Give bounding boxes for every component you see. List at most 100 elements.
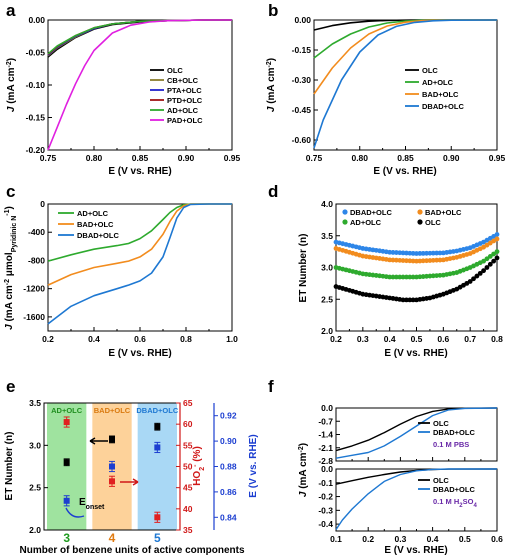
data-point: [410, 274, 416, 280]
y-axis-label: J (mA cm-2): [6, 58, 18, 112]
data-point: [491, 258, 497, 264]
x-tick-label: 0.6: [134, 334, 146, 344]
panel-label: a: [6, 1, 16, 20]
data-point: [404, 274, 409, 280]
data-point: [481, 258, 486, 264]
legend-entry: PAD+OLC: [167, 116, 203, 125]
x-axis-label: E (V vs. RHE): [108, 348, 171, 359]
y-axis-label-sub: Pyridinic N: [11, 216, 18, 253]
data-point: [63, 459, 70, 466]
data-point: [430, 250, 436, 256]
data-point: [484, 265, 490, 270]
x-tick-label: 0.5: [459, 534, 471, 544]
y-axis-label: J (mA cm-2): [298, 443, 310, 497]
data-point: [397, 274, 403, 280]
y2-tick-label: 45: [183, 483, 193, 493]
y-axis-label-mol: μmol: [4, 252, 15, 279]
panel-label: d: [268, 182, 278, 201]
x-tick-label: 0.90: [443, 153, 460, 163]
y-tick-label: -0.15: [26, 113, 46, 123]
data-point: [437, 250, 443, 256]
data-point: [471, 276, 476, 282]
legend-entry: DBAD+OLC: [433, 485, 475, 494]
legend-entry: PTA+OLC: [167, 86, 202, 95]
x-axis-label: Number of benzene units of active compon…: [19, 545, 244, 556]
category-band: [137, 403, 177, 530]
category-label: 4: [109, 531, 116, 545]
legend-marker: [342, 209, 348, 215]
x-tick-label: 0.75: [306, 153, 323, 163]
data-point: [154, 423, 161, 430]
x-tick-label: 0.4: [427, 534, 439, 544]
y-tick-label: 0.00: [294, 15, 311, 25]
x-tick-label: 0.1: [330, 534, 342, 544]
annotation-eonset: Eonset: [79, 497, 105, 511]
y-axis-label-j: J: [298, 491, 309, 497]
x-tick-label: 0.8: [491, 334, 503, 344]
x-axis-label: E (V vs. RHE): [373, 166, 436, 177]
y3-tick-label: 0.90: [220, 436, 237, 446]
series-line-ad-olc: [313, 19, 497, 59]
x-tick-label: 0.6: [491, 534, 503, 544]
data-point: [481, 268, 486, 274]
data-point: [487, 253, 493, 259]
x-tick-label: 0.4: [88, 334, 100, 344]
y-tick-label: 2.5: [321, 294, 333, 304]
y-tick-label: -800: [28, 255, 45, 265]
arrow-to-e-axis: [65, 507, 85, 518]
data-point: [390, 274, 396, 280]
y-tick-label: -0.30: [292, 75, 312, 85]
y-tick-label: 3.0: [321, 263, 333, 273]
y-axis-label-close: ): [4, 206, 15, 209]
y-axis-label: ET Number (n): [298, 234, 309, 303]
category-label: 3: [63, 531, 70, 545]
legend-entry: OLC: [433, 419, 449, 428]
x-tick-label: 0.2: [42, 334, 54, 344]
y-tick-label: -0.3: [318, 505, 333, 515]
y-axis-label-j: J: [4, 324, 15, 330]
legend-entry: BAD+OLC: [425, 208, 462, 217]
data-point: [393, 274, 399, 280]
legend-entry: AD+OLC: [422, 78, 454, 87]
y2-tick-label: 50: [183, 462, 193, 472]
x-tick-label: 0.6: [437, 334, 449, 344]
x-tick-label: 0.95: [224, 153, 241, 163]
y-tick-label: -0.4: [318, 519, 333, 529]
panel-d: d 0.2 0.3 0.4 0.5 0.6 0.7 0.8 2.0 2.5 3.0 3.5 4.0 DBA…: [268, 182, 503, 359]
panel-c: c 0.2 0.4 0.6 0.8 1.0 -1600 -1200 -800 -400 0 AD+OL…: [4, 182, 239, 359]
y-tick-label: 4.0: [321, 199, 333, 209]
data-point: [109, 436, 115, 443]
data-point: [494, 249, 500, 255]
legend-entry: AD+OLC: [350, 218, 382, 227]
legend-entry: OLC: [433, 476, 449, 485]
y-tick-label: -0.1: [318, 478, 333, 488]
y-axis-label-sup: -2: [266, 61, 273, 67]
y-tick-label: -0.15: [292, 45, 312, 55]
y2-label-pct: (%): [192, 446, 203, 464]
x-tick-label: 0.2: [362, 534, 374, 544]
x-tick-label: 0.95: [489, 153, 506, 163]
condition-sub: 2: [459, 503, 463, 509]
condition-text: 0.1 M PBS: [433, 440, 469, 449]
y3-tick-label: 0.92: [220, 411, 237, 421]
series-line-bad-olc: [47, 203, 232, 286]
panel-e: e AD+OLC 3 BAD+OLC 4 DBAD+OLC 5 2.0 2.5 3.0 3.5 35 4…: [4, 377, 259, 556]
y-tick-label: -0.7: [318, 416, 333, 426]
y2-label-ho: HO: [192, 471, 203, 486]
data-point: [477, 270, 483, 276]
y-axis-label-j: J: [6, 106, 17, 112]
data-point: [407, 297, 413, 303]
y-tick-label: -0.10: [26, 80, 46, 90]
y-axis-label-close: ): [298, 443, 309, 446]
y3-axis-label: E (V vs. RHE): [248, 434, 259, 497]
legend-entry: OLC: [167, 66, 183, 75]
annotation-sub: onset: [86, 504, 105, 511]
y-axis-label-units: (mA cm: [4, 285, 15, 324]
legend-marker: [417, 219, 423, 225]
band-label: DBAD+OLC: [136, 406, 178, 415]
y-axis-label-sup: -2: [6, 61, 13, 67]
y2-tick-label: 60: [183, 419, 193, 429]
x-tick-label: 0.4: [384, 334, 396, 344]
data-point: [427, 250, 433, 256]
